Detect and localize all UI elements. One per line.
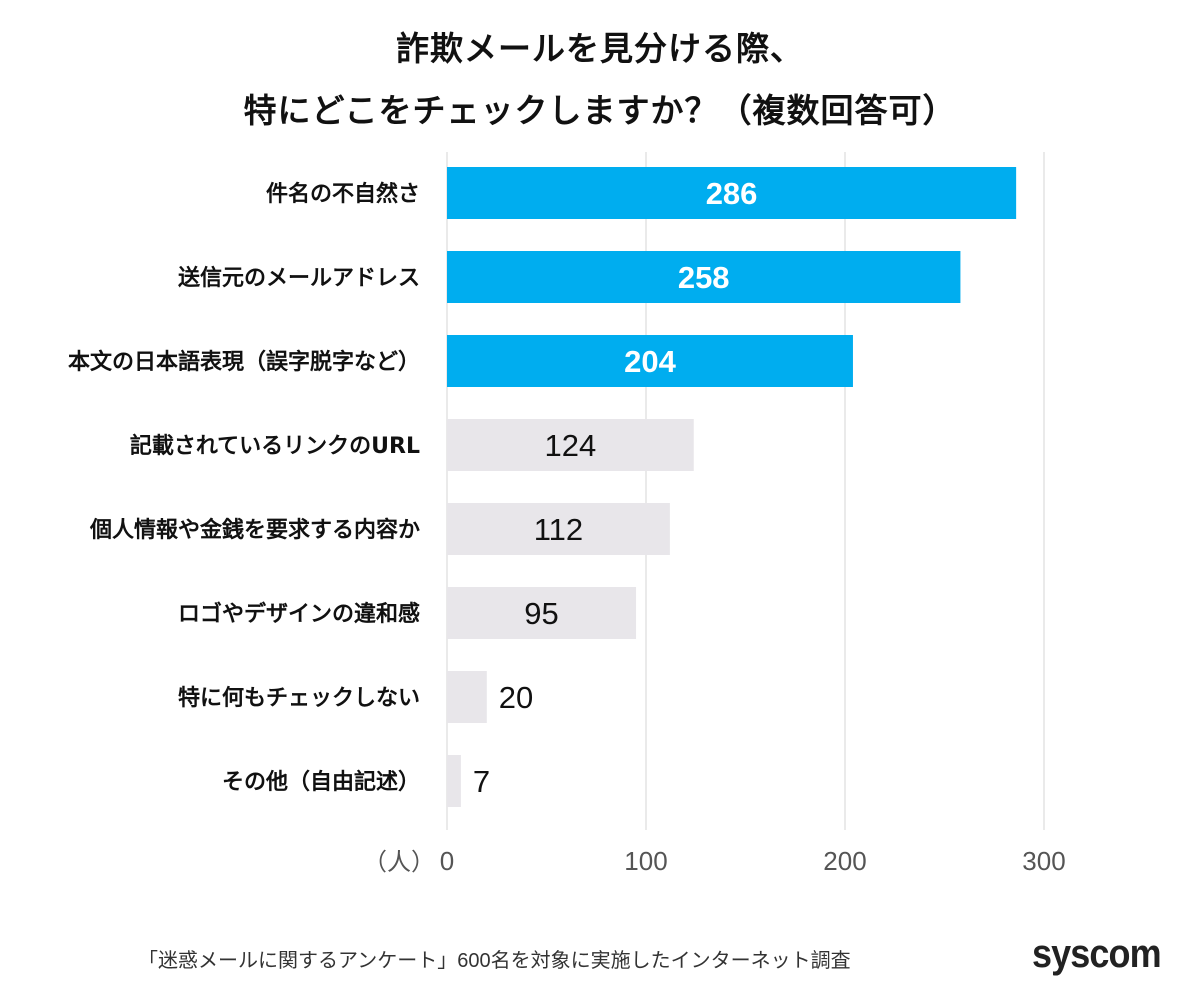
- x-tick-label: 100: [624, 846, 667, 876]
- x-axis-unit: （人）: [363, 848, 435, 876]
- bar: [447, 419, 694, 471]
- data-label: 258: [678, 260, 730, 295]
- category-label: ロゴやデザインの違和感: [178, 601, 420, 627]
- category-label: 件名の不自然さ: [266, 181, 420, 207]
- chart-title-line-1: 詐欺メールを見分ける際、: [396, 29, 804, 68]
- syscom-logo: syscom: [1032, 932, 1162, 976]
- category-label: 本文の日本語表現（誤字脱字など）: [68, 349, 420, 375]
- category-label: その他（自由記述）: [222, 769, 420, 795]
- bar: [447, 503, 670, 555]
- x-tick-label: 300: [1022, 846, 1065, 876]
- data-label: 286: [706, 176, 758, 211]
- bar: [447, 251, 961, 303]
- data-label: 204: [624, 344, 676, 379]
- data-label: 7: [473, 764, 490, 799]
- data-label: 112: [534, 512, 583, 547]
- category-label: 記載されているリンクのURL: [130, 433, 420, 459]
- data-label: 20: [499, 680, 533, 715]
- category-label: 送信元のメールアドレス: [178, 265, 420, 291]
- data-label: 95: [524, 596, 558, 631]
- chart-title-line-2: 特にどこをチェックしますか？（複数回答可）: [243, 91, 957, 130]
- bar: [447, 167, 1017, 219]
- category-label: 特に何もチェックしない: [178, 685, 420, 711]
- bar: [447, 587, 637, 639]
- x-tick-label: 0: [440, 846, 454, 876]
- data-label: 124: [545, 428, 597, 463]
- bar: [447, 335, 853, 387]
- source-note: 「迷惑メールに関するアンケート」600名を対象に実施したインターネット調査: [138, 950, 851, 972]
- category-label: 個人情報や金銭を要求する内容か: [89, 517, 420, 543]
- bar: [447, 671, 487, 723]
- bar: [447, 755, 461, 807]
- x-tick-label: 200: [823, 846, 866, 876]
